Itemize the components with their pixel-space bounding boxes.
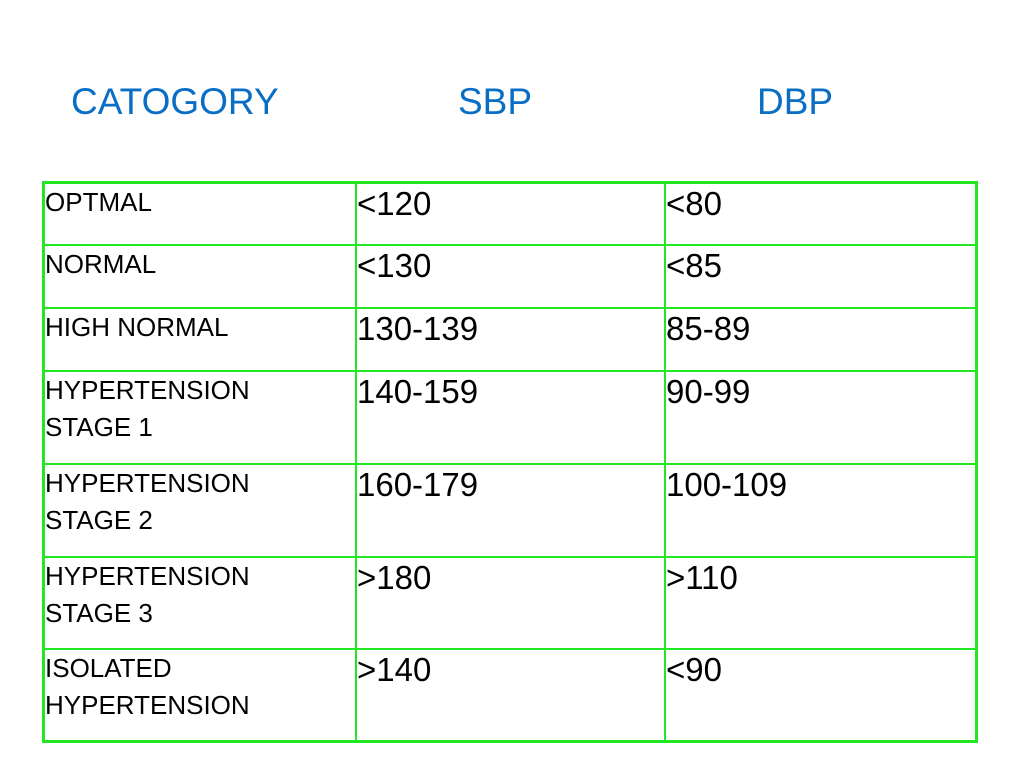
category-cell: HIGH NORMAL bbox=[42, 306, 357, 372]
category-text-line1: HYPERTENSION bbox=[45, 374, 250, 405]
category-cell: NORMAL bbox=[42, 243, 357, 309]
category-text-line2: HYPERTENSION bbox=[45, 689, 250, 720]
sbp-cell: >140 bbox=[355, 647, 666, 743]
category-text-line1: HYPERTENSION bbox=[45, 467, 250, 498]
column-header-row: CATOGORY SBP DBP bbox=[0, 78, 1024, 126]
category-cell: ISOLATED HYPERTENSION bbox=[42, 647, 357, 743]
sbp-cell: 130-139 bbox=[355, 306, 666, 372]
table-row: HYPERTENSION STAGE 3 >180 >110 bbox=[42, 555, 978, 650]
dbp-cell: <80 bbox=[664, 181, 978, 246]
sbp-cell: <130 bbox=[355, 243, 666, 309]
sbp-cell: <120 bbox=[355, 181, 666, 246]
dbp-cell: 85-89 bbox=[664, 306, 978, 372]
category-text-line2: STAGE 3 bbox=[45, 597, 153, 628]
category-cell: HYPERTENSION STAGE 2 bbox=[42, 462, 357, 558]
header-category: CATOGORY bbox=[71, 81, 279, 122]
dbp-cell: 90-99 bbox=[664, 369, 978, 465]
category-text: NORMAL bbox=[45, 248, 157, 279]
category-text-line1: ISOLATED bbox=[45, 652, 172, 683]
category-cell: HYPERTENSION STAGE 1 bbox=[42, 369, 357, 465]
category-cell: HYPERTENSION STAGE 3 bbox=[42, 555, 357, 650]
category-text: HIGH NORMAL bbox=[45, 311, 229, 342]
header-dbp: DBP bbox=[757, 81, 834, 122]
table-row: NORMAL <130 <85 bbox=[42, 243, 978, 309]
category-text-line1: HYPERTENSION bbox=[45, 560, 250, 591]
table-row: ISOLATED HYPERTENSION >140 <90 bbox=[42, 647, 978, 743]
table-row: OPTMAL <120 <80 bbox=[42, 181, 978, 246]
sbp-cell: 140-159 bbox=[355, 369, 666, 465]
category-text-line2: STAGE 2 bbox=[45, 504, 153, 535]
header-sbp: SBP bbox=[458, 81, 533, 122]
sbp-cell: >180 bbox=[355, 555, 666, 650]
dbp-cell: <90 bbox=[664, 647, 978, 743]
table-row: HIGH NORMAL 130-139 85-89 bbox=[42, 306, 978, 372]
dbp-cell: <85 bbox=[664, 243, 978, 309]
sbp-cell: 160-179 bbox=[355, 462, 666, 558]
dbp-cell: >110 bbox=[664, 555, 978, 650]
category-text-line2: STAGE 1 bbox=[45, 411, 153, 442]
table-row: HYPERTENSION STAGE 1 140-159 90-99 bbox=[42, 369, 978, 465]
table-row: HYPERTENSION STAGE 2 160-179 100-109 bbox=[42, 462, 978, 558]
category-cell: OPTMAL bbox=[42, 181, 357, 246]
category-text: OPTMAL bbox=[45, 187, 152, 217]
dbp-cell: 100-109 bbox=[664, 462, 978, 558]
blood-pressure-table: OPTMAL <120 <80 NORMAL <130 <85 HIGH NOR… bbox=[42, 181, 978, 743]
